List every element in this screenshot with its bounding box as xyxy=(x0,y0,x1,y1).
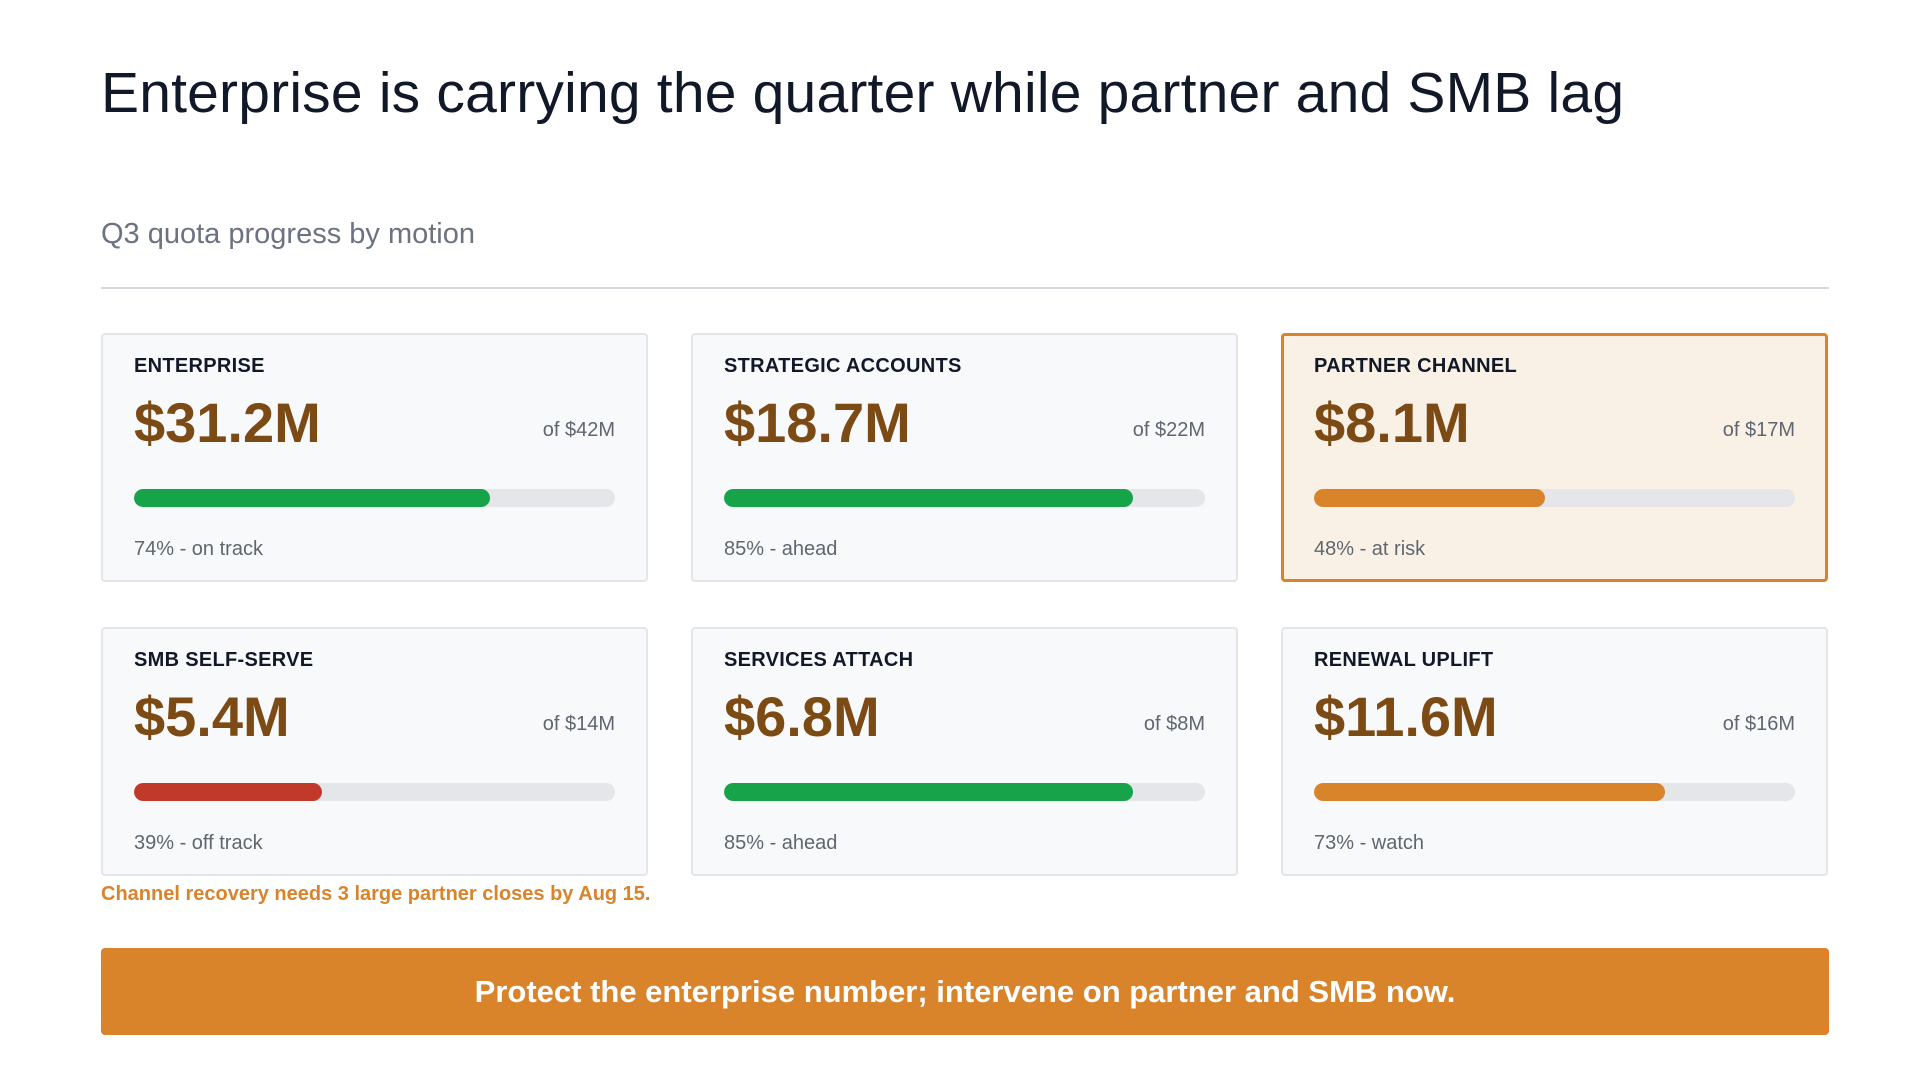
card-value: $8.1M xyxy=(1314,391,1470,454)
progress-track xyxy=(134,783,615,801)
card-value: $5.4M xyxy=(134,685,290,748)
progress-fill xyxy=(724,489,1133,507)
card-value: $6.8M xyxy=(724,685,880,748)
progress-track xyxy=(1314,489,1795,507)
card-label: ENTERPRISE xyxy=(134,355,265,377)
card-target: of $42M xyxy=(542,419,615,441)
card-value: $31.2M xyxy=(134,391,321,454)
page-subtitle: Q3 quota progress by motion xyxy=(101,218,475,250)
progress-fill xyxy=(134,783,322,801)
progress-fill xyxy=(134,489,490,507)
card-target: of $8M xyxy=(1143,713,1205,735)
card-label: SERVICES ATTACH xyxy=(724,649,914,671)
quota-card-strategic-accounts: STRATEGIC ACCOUNTS $18.7M of $22M 85% - … xyxy=(691,333,1238,582)
card-label: RENEWAL UPLIFT xyxy=(1314,649,1494,671)
progress-fill xyxy=(1314,783,1666,801)
progress-track xyxy=(1314,783,1795,801)
card-label: STRATEGIC ACCOUNTS xyxy=(724,355,962,377)
progress-track xyxy=(724,783,1205,801)
quota-card-renewal-uplift: RENEWAL UPLIFT $11.6M of $16M 73% - watc… xyxy=(1281,627,1828,876)
progress-fill xyxy=(724,783,1133,801)
quota-card-smb-self-serve: SMB SELF-SERVE $5.4M of $14M 39% - off t… xyxy=(101,627,648,876)
card-target: of $14M xyxy=(542,713,615,735)
callout-note: Channel recovery needs 3 large partner c… xyxy=(101,883,651,905)
action-banner: Protect the enterprise number; intervene… xyxy=(101,948,1829,1035)
card-target: of $17M xyxy=(1722,419,1795,441)
card-status: 85% - ahead xyxy=(724,538,838,560)
card-value: $11.6M xyxy=(1314,685,1498,748)
card-status: 48% - at risk xyxy=(1314,538,1426,560)
quota-card-grid: ENTERPRISE $31.2M of $42M 74% - on track… xyxy=(101,333,1829,876)
card-status: 39% - off track xyxy=(134,832,263,854)
card-status: 73% - watch xyxy=(1314,832,1425,854)
progress-track xyxy=(724,489,1205,507)
card-label: SMB SELF-SERVE xyxy=(134,649,314,671)
quota-card-services-attach: SERVICES ATTACH $6.8M of $8M 85% - ahead xyxy=(691,627,1238,876)
quota-card-enterprise: ENTERPRISE $31.2M of $42M 74% - on track xyxy=(101,333,648,582)
card-target: of $22M xyxy=(1132,419,1205,441)
divider xyxy=(101,287,1829,289)
card-value: $18.7M xyxy=(724,391,911,454)
card-status: 85% - ahead xyxy=(724,832,838,854)
progress-fill xyxy=(1314,489,1545,507)
card-label: PARTNER CHANNEL xyxy=(1314,355,1518,377)
quota-card-partner-channel: PARTNER CHANNEL $8.1M of $17M 48% - at r… xyxy=(1281,333,1828,582)
page-title: Enterprise is carrying the quarter while… xyxy=(101,61,1625,125)
card-status: 74% - on track xyxy=(134,538,263,560)
progress-track xyxy=(134,489,615,507)
card-target: of $16M xyxy=(1722,713,1795,735)
